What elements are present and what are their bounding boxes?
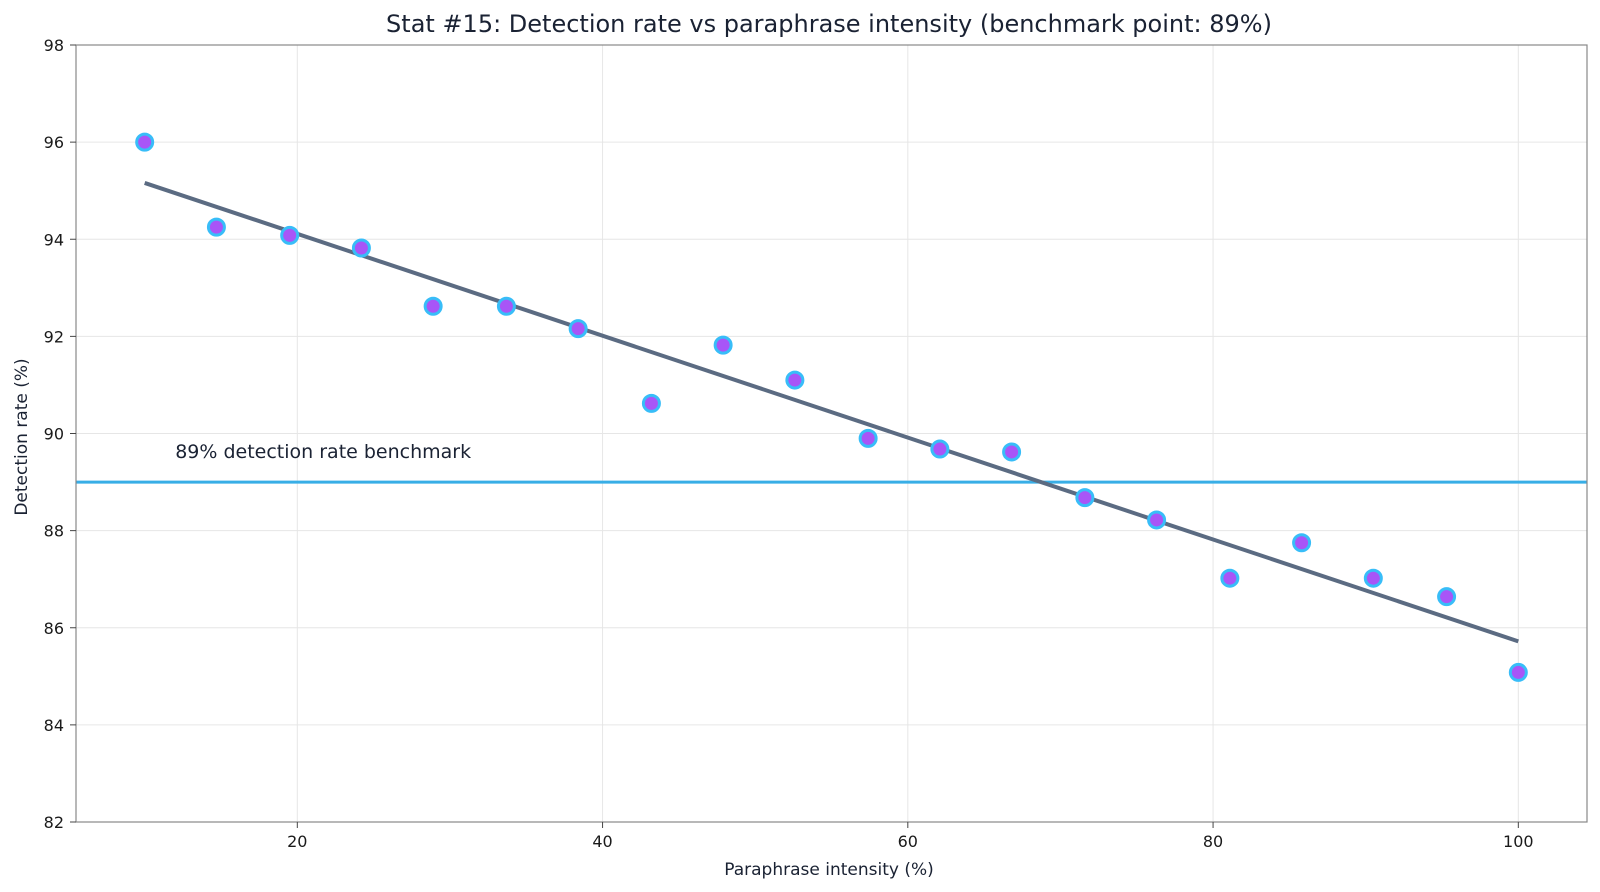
y-tick-label: 88 (44, 522, 64, 541)
chart-title: Stat #15: Detection rate vs paraphrase i… (386, 10, 1272, 38)
data-point (713, 335, 733, 355)
y-tick-label: 92 (44, 327, 64, 346)
grid (76, 44, 1587, 823)
y-tick-label: 94 (44, 230, 64, 249)
data-point (423, 296, 443, 316)
x-tick-label: 20 (287, 832, 307, 851)
y-tick-label: 82 (44, 813, 64, 832)
trend (144, 181, 1519, 644)
x-tick-label: 100 (1503, 832, 1534, 851)
data-point (1363, 568, 1383, 588)
ticks: 20 40 60 80 100 82 84 86 88 90 92 94 96 98 (44, 36, 1534, 851)
data-point (280, 225, 300, 245)
data-point (785, 370, 805, 390)
data-point (1292, 533, 1312, 553)
data-point (930, 439, 950, 459)
data-point (1002, 442, 1022, 462)
x-tick-label: 40 (592, 832, 612, 851)
data-point (568, 319, 588, 339)
y-tick-label: 96 (44, 133, 64, 152)
benchmark-label: 89% detection rate benchmark (175, 441, 471, 463)
y-tick-label: 84 (44, 716, 64, 735)
trend-line (144, 181, 1519, 644)
data-point (351, 238, 371, 258)
x-tick-label: 60 (898, 832, 918, 851)
benchmark: 89% detection rate benchmark (76, 441, 1587, 484)
data-point (496, 296, 516, 316)
data-point (1147, 510, 1167, 530)
data-point (641, 393, 661, 413)
data-point (1437, 587, 1457, 607)
data-point (206, 217, 226, 237)
y-axis-label: Detection rate (%) (12, 358, 32, 515)
y-tick-label: 90 (44, 425, 64, 444)
data-point (1508, 662, 1528, 682)
data-points (135, 132, 1528, 682)
data-point (858, 428, 878, 448)
y-tick-label: 86 (44, 619, 64, 638)
x-axis-label: Paraphrase intensity (%) (724, 860, 934, 880)
data-point (1075, 488, 1095, 508)
x-tick-label: 80 (1203, 832, 1223, 851)
y-tick-label: 98 (44, 36, 64, 55)
data-point (1220, 568, 1240, 588)
data-point (135, 132, 155, 152)
